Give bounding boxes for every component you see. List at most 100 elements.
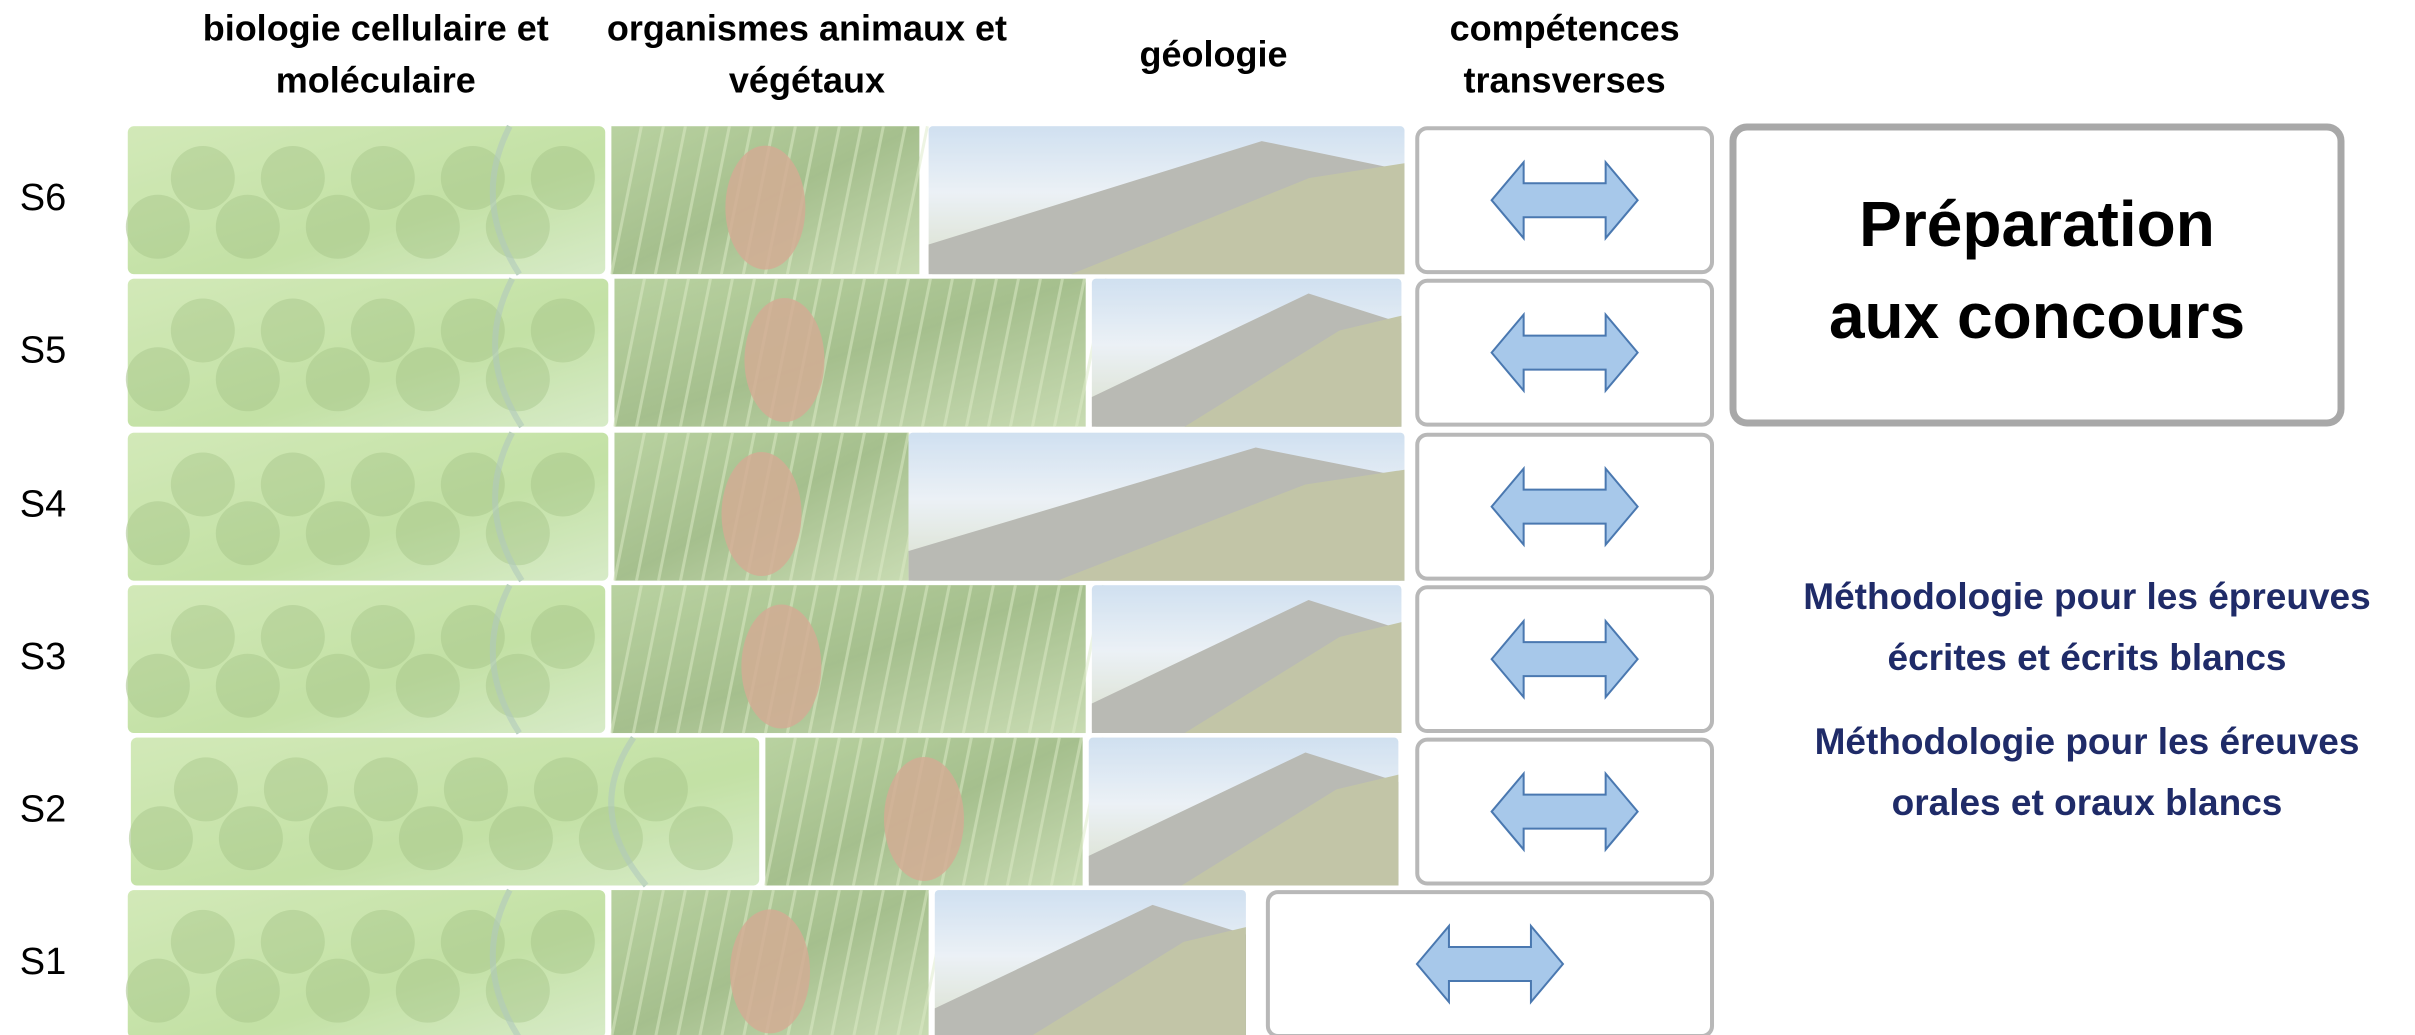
fade — [127, 278, 1402, 427]
grass — [763, 737, 797, 886]
cell — [305, 958, 370, 1023]
cell — [305, 653, 370, 718]
grass — [653, 125, 687, 275]
row-label: S2 — [20, 789, 66, 831]
frog — [725, 145, 806, 270]
slope — [1071, 163, 1405, 275]
grass — [700, 278, 734, 427]
cell — [215, 347, 280, 412]
cell — [170, 909, 235, 974]
column-header: végétaux — [729, 59, 885, 100]
grass — [851, 737, 885, 886]
grass — [785, 737, 819, 886]
grass — [898, 278, 932, 427]
methodology-text: orales et oraux blancs — [1892, 782, 2283, 823]
cell — [530, 452, 595, 517]
cell-image — [127, 890, 606, 1035]
column-header: compétences — [1450, 7, 1680, 48]
grass — [719, 584, 753, 734]
grass — [700, 432, 734, 581]
grass — [612, 278, 646, 427]
grass — [610, 889, 643, 1035]
cell — [125, 653, 190, 718]
cell — [443, 757, 508, 822]
grass — [1027, 584, 1061, 734]
grass — [983, 737, 1017, 886]
grass — [807, 125, 841, 275]
grass — [830, 889, 863, 1035]
column-header: géologie — [1140, 33, 1288, 74]
grass — [895, 125, 929, 275]
grass — [876, 278, 910, 427]
grass — [697, 125, 731, 275]
cell — [530, 298, 595, 363]
grass — [609, 584, 643, 734]
grass — [964, 278, 998, 427]
row — [125, 124, 1715, 276]
fade — [130, 737, 1399, 886]
grass — [961, 737, 995, 886]
grass — [678, 278, 712, 427]
grass — [895, 584, 929, 734]
cell — [350, 452, 415, 517]
frog — [730, 909, 810, 1034]
column-header: transverses — [1464, 59, 1666, 100]
grass — [873, 125, 907, 275]
grass — [1027, 737, 1061, 886]
cell — [440, 298, 505, 363]
grass — [1049, 737, 1083, 886]
row-label: S5 — [20, 330, 66, 372]
grass — [986, 278, 1020, 427]
grass — [854, 432, 888, 581]
row — [125, 888, 1715, 1035]
cell — [215, 653, 280, 718]
grass — [1005, 584, 1039, 734]
grass — [722, 278, 756, 427]
row — [128, 735, 1715, 888]
grass — [656, 432, 690, 581]
column-header: organismes animaux et — [607, 7, 1007, 48]
cell — [305, 347, 370, 412]
row-label: S6 — [20, 177, 66, 219]
grass — [631, 125, 665, 275]
cell — [395, 194, 460, 259]
fade — [127, 432, 1405, 581]
grass — [1030, 278, 1064, 427]
column-header: moléculaire — [276, 59, 476, 100]
grass — [788, 432, 822, 581]
grass — [612, 432, 646, 581]
cell — [623, 757, 688, 822]
cell — [350, 298, 415, 363]
grass — [920, 278, 954, 427]
cell — [260, 604, 325, 669]
cell — [260, 298, 325, 363]
cell — [170, 452, 235, 517]
grass — [829, 737, 863, 886]
grass — [697, 584, 731, 734]
grass — [631, 584, 665, 734]
grass — [832, 432, 866, 581]
grass — [896, 889, 929, 1035]
grass — [1049, 584, 1083, 734]
grass — [961, 584, 995, 734]
grass — [829, 584, 863, 734]
cell — [128, 806, 193, 871]
cell — [440, 604, 505, 669]
grass — [874, 889, 907, 1035]
cell — [530, 604, 595, 669]
column-header: biologie cellulaire et — [203, 7, 549, 48]
cell — [398, 806, 463, 871]
cell-wall — [489, 124, 522, 276]
grass — [917, 584, 951, 734]
cell-wall — [608, 735, 649, 888]
grass — [634, 278, 668, 427]
frog — [741, 604, 822, 729]
grass — [873, 584, 907, 734]
row — [125, 431, 1715, 583]
grass — [609, 125, 643, 275]
cell-image — [127, 432, 609, 581]
cell-wall — [489, 583, 522, 735]
cell — [395, 958, 460, 1023]
grass — [851, 584, 885, 734]
